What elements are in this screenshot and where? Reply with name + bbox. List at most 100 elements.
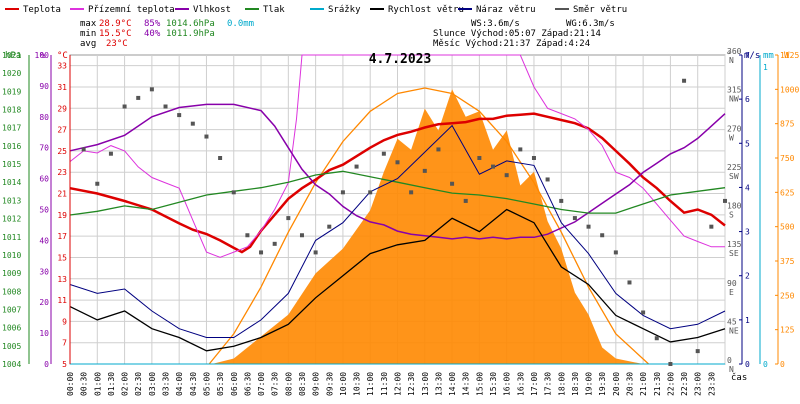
legend: Teplota Přízemní teplota Vlhkost Tlak Srážky… [5, 5, 627, 15]
wind-direction-point-15 [286, 216, 291, 221]
wind-direction-point-8 [190, 121, 195, 126]
hpa-tick-3: 1007 [2, 305, 21, 314]
series-line-0 [69, 112, 726, 254]
time-tick-19: 09:30 [325, 372, 334, 396]
w-tick-8: 1000 [780, 85, 799, 94]
ms-tick-7: 7 [745, 51, 750, 60]
legend-label-5: Rychlost větru [388, 5, 464, 15]
time-tick-12: 06:00 [230, 372, 239, 396]
series-layer [69, 54, 727, 366]
wind-direction-point-37 [586, 224, 591, 229]
theoretical-radiation-line [208, 87, 650, 365]
time-tick-14: 07:00 [257, 372, 266, 396]
hpa-tick-8: 1012 [2, 215, 21, 224]
time-tick-29: 14:30 [462, 372, 471, 396]
c-tick-1: 7 [62, 339, 67, 348]
c-tick-12: 29 [57, 104, 67, 113]
time-tick-45: 22:30 [680, 372, 689, 396]
time-tick-44: 22:00 [666, 372, 675, 396]
solar-radiation-fill [211, 89, 644, 365]
time-tick-16: 08:00 [284, 372, 293, 396]
min-press: 1011.9hPa [166, 29, 215, 39]
series-line-6 [69, 124, 726, 338]
wind-direction-point-0 [81, 147, 86, 152]
time-tick-34: 17:00 [530, 372, 539, 396]
time-tick-8: 04:00 [175, 372, 184, 396]
hpa-tick-16: 1020 [2, 69, 21, 78]
wind-direction-point-38 [600, 233, 605, 238]
dir-name-3: SE [729, 249, 739, 258]
wind-direction-point-44 [682, 78, 687, 83]
pct-tick-7: 70 [39, 144, 49, 153]
wind-direction-point-42 [654, 336, 659, 341]
wind-direction-point-19 [340, 190, 345, 195]
c-tick-7: 19 [57, 211, 67, 220]
time-tick-35: 17:30 [544, 372, 553, 396]
wind-direction-point-18 [327, 224, 332, 229]
time-tick-33: 16:30 [516, 372, 525, 396]
time-tick-27: 13:30 [434, 372, 443, 396]
dir-tick-0: 0 [727, 356, 732, 365]
ms-unit: m/s [744, 51, 760, 61]
time-tick-37: 18:30 [571, 372, 580, 396]
mm-tick-0: 0 [763, 360, 768, 369]
hpa-tick-11: 1015 [2, 160, 21, 169]
time-tick-23: 11:30 [380, 372, 389, 396]
time-tick-18: 09:00 [312, 372, 321, 396]
time-tick-11: 05:30 [216, 372, 225, 396]
legend-label-1: Přízemní teplota [88, 5, 175, 15]
ms-tick-3: 3 [745, 228, 750, 237]
c-unit: °C [57, 51, 68, 61]
wind-direction-point-28 [463, 198, 468, 203]
wind-direction-point-5 [149, 87, 154, 92]
dir-tick-4: 180 [727, 202, 742, 211]
c-tick-13: 31 [57, 83, 67, 92]
pct-tick-2: 20 [39, 298, 49, 307]
wind-direction-point-14 [272, 241, 277, 246]
time-tick-38: 19:00 [585, 372, 594, 396]
legend-label-4: Srážky [328, 5, 361, 15]
pct-tick-3: 30 [39, 267, 49, 276]
wind-gust-summary: WG:6.3m/s [566, 19, 615, 29]
stats-panel: max 28.9°C 85% 1014.6hPa 0.0mm min 15.5°… [80, 19, 254, 49]
time-axis: 00:00 00:30 01:00 01:30 02:00 02:30 03:00 03:30… [66, 372, 716, 396]
wind-direction-point-31 [504, 173, 509, 178]
wind-direction-point-9 [204, 134, 209, 139]
w-tick-3: 375 [780, 257, 795, 266]
time-tick-25: 12:30 [407, 372, 416, 396]
left-axes: 1004100510061007100810091010101110121013… [2, 51, 71, 369]
time-tick-17: 08:30 [298, 372, 307, 396]
dir-name-5: SW [729, 172, 739, 181]
axis-units: hPa % °C ° m/s mm W čas [5, 51, 790, 383]
wind-direction-point-2 [108, 151, 113, 156]
time-tick-6: 03:00 [148, 372, 157, 396]
wind-direction-point-45 [695, 349, 700, 354]
hpa-tick-0: 1004 [2, 360, 21, 369]
c-tick-10: 25 [57, 147, 67, 156]
wind-direction-point-1 [95, 181, 100, 186]
wind-direction-point-24 [409, 190, 414, 195]
w-tick-7: 875 [780, 120, 795, 129]
time-tick-24: 12:00 [394, 372, 403, 396]
wind-direction-point-11 [231, 190, 236, 195]
dir-tick-3: 135 [727, 240, 742, 249]
ms-tick-5: 5 [745, 139, 750, 148]
wind-direction-point-35 [559, 198, 564, 203]
ms-tick-1: 1 [745, 316, 750, 325]
dir-tick-1: 45 [727, 317, 737, 326]
min-label: min [80, 29, 96, 39]
wind-direction-point-20 [354, 164, 359, 169]
time-tick-47: 23:30 [707, 372, 716, 396]
time-tick-4: 02:00 [121, 372, 130, 396]
time-tick-40: 20:00 [612, 372, 621, 396]
wind-direction-point-43 [668, 362, 673, 366]
pct-tick-10: 100 [35, 51, 50, 60]
hpa-tick-14: 1018 [2, 106, 21, 115]
time-tick-1: 00:30 [80, 372, 89, 396]
wind-direction-point-21 [368, 190, 373, 195]
pct-tick-6: 60 [39, 175, 49, 184]
wind-sun-panel: WS:3.6m/s WG:6.3m/s Slunce Východ:05:07 … [433, 19, 615, 49]
deg-unit: ° [726, 51, 731, 61]
wind-direction-point-34 [545, 177, 550, 182]
